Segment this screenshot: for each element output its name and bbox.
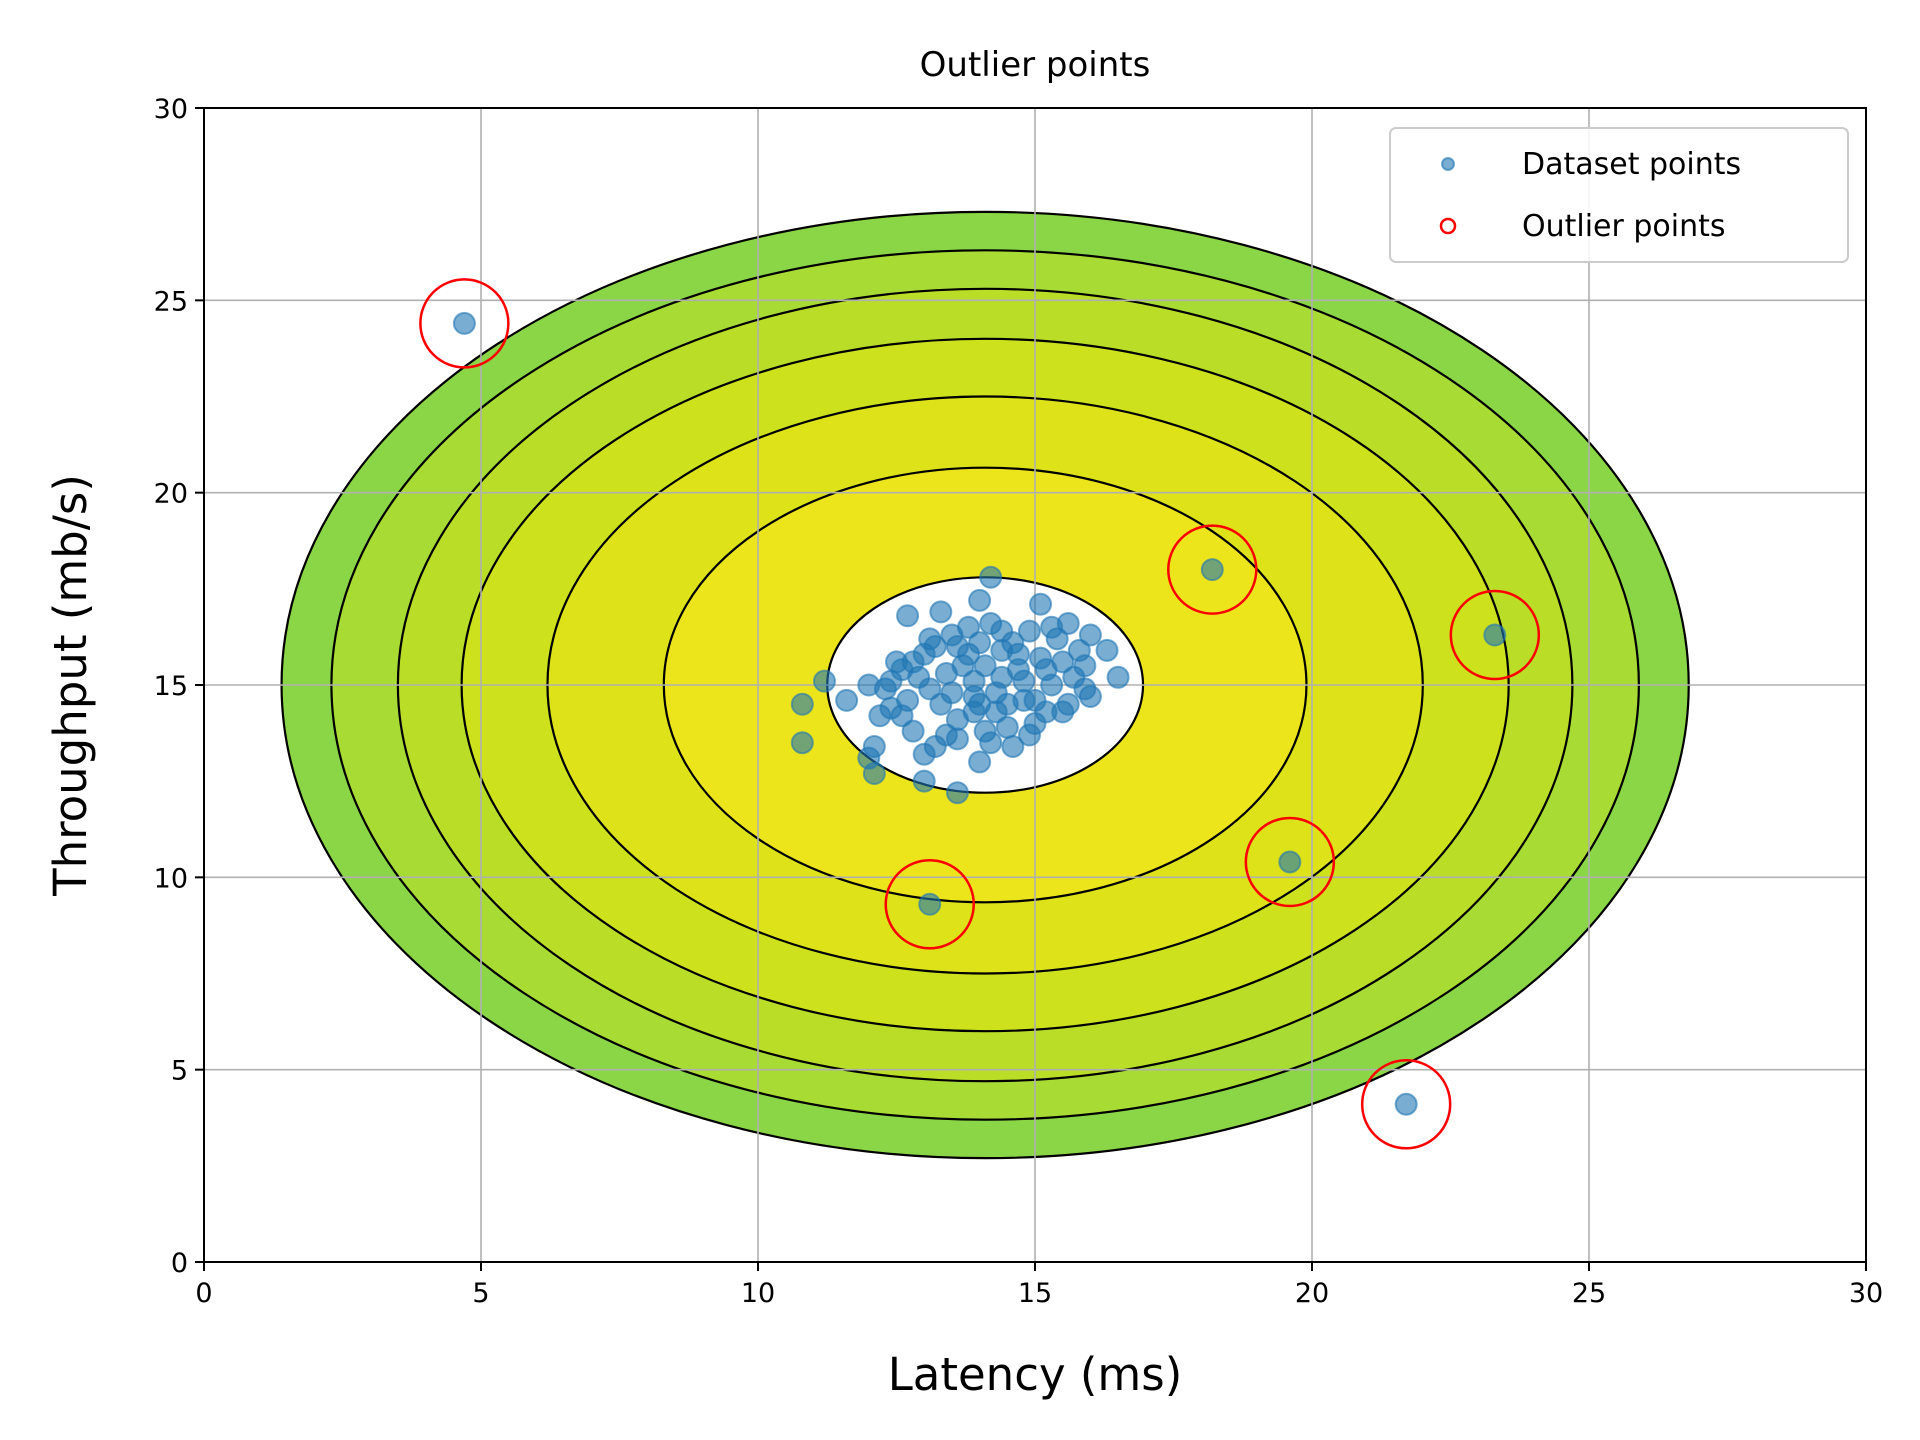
dataset-point (995, 715, 1019, 739)
dataset-point (995, 692, 1019, 716)
dataset-point (945, 635, 969, 659)
dataset-point (1034, 700, 1058, 724)
y-tick-label: 10 (154, 863, 188, 894)
dataset-point (912, 769, 936, 793)
legend-box (1389, 127, 1849, 263)
outlier-point (1244, 816, 1336, 908)
legend-outlier-label: Outlier points (1522, 209, 1726, 244)
dataset-point (857, 673, 881, 697)
x-tick-label: 15 (1018, 1278, 1052, 1309)
dataset-point (790, 692, 814, 716)
dataset-point (1017, 619, 1041, 643)
x-tick-label: 0 (195, 1278, 212, 1309)
x-tick-label: 10 (741, 1278, 775, 1309)
outlier-point (1167, 524, 1258, 615)
chart-title: Outlier points (920, 45, 1151, 85)
dataset-point (1106, 665, 1130, 689)
dataset-point (835, 688, 859, 712)
dataset-point (968, 631, 992, 655)
legend-outlier-marker (1439, 217, 1457, 235)
dataset-point (1067, 638, 1091, 662)
dataset-points-layer (452, 311, 1507, 1116)
x-tick-label: 5 (472, 1278, 489, 1309)
dataset-point (1278, 850, 1302, 874)
y-tick-label: 20 (154, 479, 188, 510)
dataset-point (918, 627, 942, 651)
dataset-point (1040, 615, 1064, 639)
y-tick-label: 5 (171, 1056, 188, 1087)
dataset-point (957, 615, 981, 639)
x-tick-label: 20 (1295, 1278, 1329, 1309)
dataset-point (1483, 623, 1507, 647)
dataset-point (879, 669, 903, 693)
outlier-points-layer (419, 278, 1541, 1150)
dataset-point (1029, 646, 1053, 670)
dataset-point (973, 654, 997, 678)
dataset-point (968, 692, 992, 716)
dataset-point (812, 669, 836, 693)
legend-dataset-label: Dataset points (1522, 147, 1741, 182)
legend: Dataset points Outlier points (1389, 127, 1849, 263)
dataset-point (979, 731, 1003, 755)
dataset-point (990, 619, 1014, 643)
dataset-point (857, 746, 881, 770)
dataset-point (1394, 1092, 1418, 1116)
outlier-point (419, 278, 510, 369)
dataset-point (868, 704, 892, 728)
dataset-point (934, 723, 958, 747)
y-tick-label: 30 (154, 94, 188, 125)
dataset-point (940, 681, 964, 705)
y-tick-label: 15 (154, 671, 188, 702)
dataset-point (1056, 692, 1080, 716)
dataset-point (929, 600, 953, 624)
dataset-point (1029, 592, 1053, 616)
x-axis-ticks: 0 5 10 15 20 25 30 (195, 1262, 1883, 1309)
dataset-point (1095, 638, 1119, 662)
dataset-point (452, 311, 476, 335)
dataset-point (979, 565, 1003, 589)
outlier-point (884, 859, 975, 950)
dataset-point (962, 669, 986, 693)
dataset-point (1006, 658, 1030, 682)
outlier-point (1449, 589, 1541, 681)
dataset-point (1051, 650, 1075, 674)
y-axis-ticks: 0 5 10 15 20 25 30 (154, 94, 204, 1279)
dataset-point (968, 750, 992, 774)
dataset-point (968, 588, 992, 612)
y-axis-label: Throughput (mb/s) (44, 474, 97, 897)
dataset-point (918, 892, 942, 916)
dataset-point (912, 742, 936, 766)
y-tick-label: 0 (171, 1248, 188, 1279)
dataset-point (990, 638, 1014, 662)
dataset-point (1078, 623, 1102, 647)
x-axis-label: Latency (ms) (888, 1348, 1183, 1401)
dataset-point (1017, 723, 1041, 747)
dataset-point (945, 781, 969, 805)
dataset-point (1200, 558, 1224, 582)
dataset-point (1040, 673, 1064, 697)
y-tick-label: 25 (154, 286, 188, 317)
dataset-point (1073, 677, 1097, 701)
dataset-point (896, 604, 920, 628)
dataset-point (790, 731, 814, 755)
legend-dataset-marker (1441, 157, 1455, 171)
x-tick-label: 25 (1572, 1278, 1606, 1309)
x-tick-label: 30 (1849, 1278, 1883, 1309)
outlier-point (1360, 1059, 1452, 1150)
dataset-point (901, 719, 925, 743)
dataset-point (896, 688, 920, 712)
